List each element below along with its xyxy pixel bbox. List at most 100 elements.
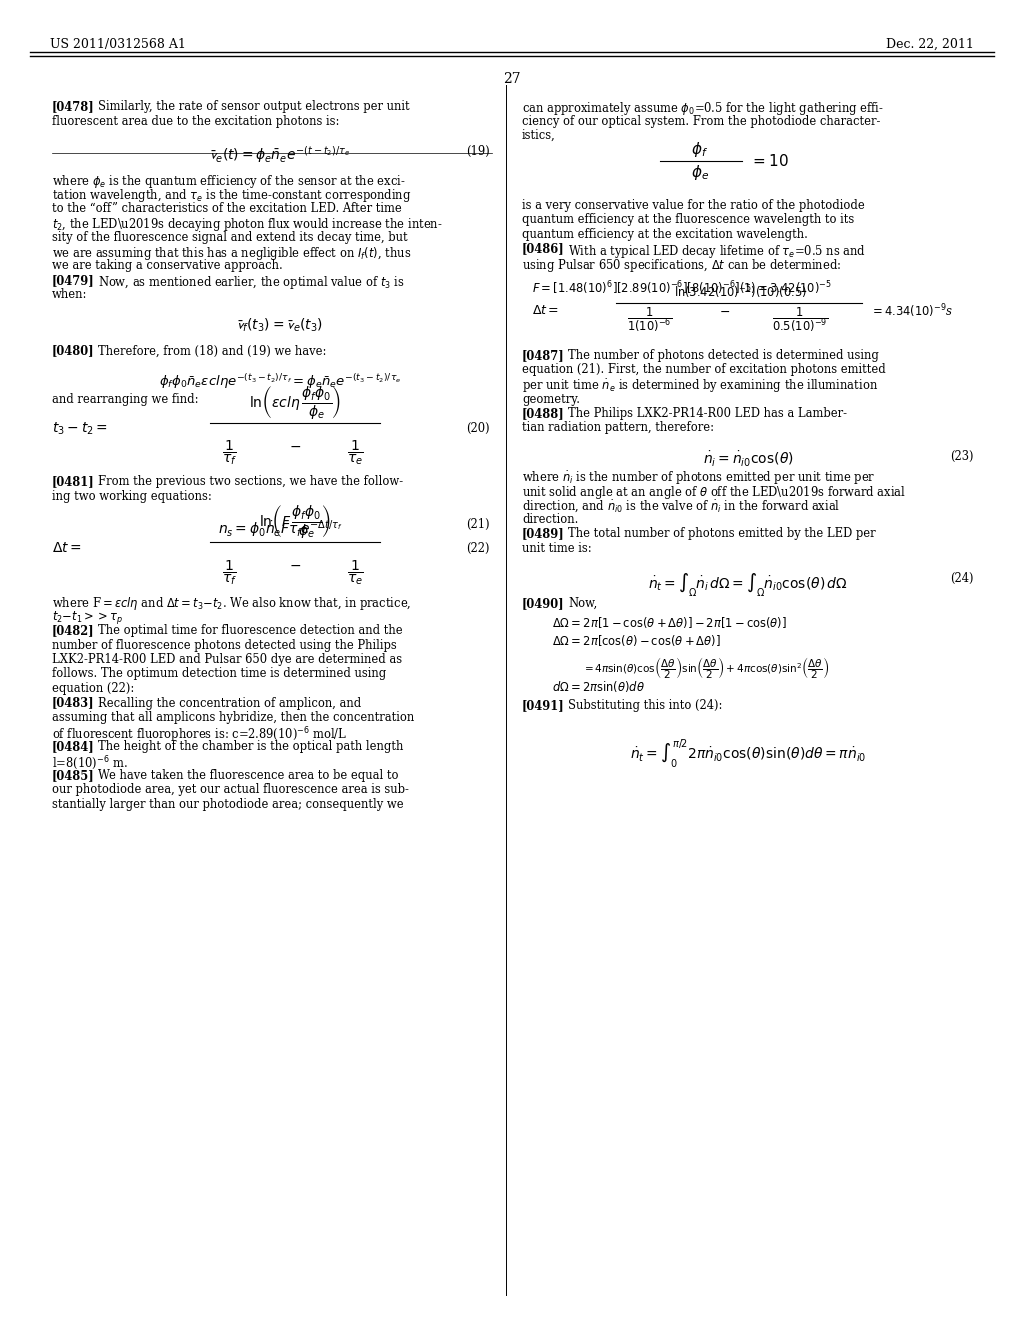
Text: US 2011/0312568 A1: US 2011/0312568 A1 [50,38,186,51]
Text: $-$: $-$ [289,558,301,572]
Text: $F = [1.48(10)^6][2.89(10)^{-6}][8(10)^{-6}](1) = 3.42(10)^{-5}$: $F = [1.48(10)^6][2.89(10)^{-6}][8(10)^{… [532,279,831,297]
Text: equation (21). First, the number of excitation photons emitted: equation (21). First, the number of exci… [522,363,886,376]
Text: where $\phi_e$ is the quantum efficiency of the sensor at the exci-: where $\phi_e$ is the quantum efficiency… [52,173,406,190]
Text: $t_2$$-t_1$$>$$>\tau_p$: $t_2$$-t_1$$>$$>\tau_p$ [52,610,124,627]
Text: [0486]: [0486] [522,243,565,256]
Text: where $\dot{n}_i$ is the number of photons emitted per unit time per: where $\dot{n}_i$ is the number of photo… [522,470,876,487]
Text: $\dfrac{1}{\tau_f}$: $\dfrac{1}{\tau_f}$ [222,438,238,467]
Text: direction, and $\dot{n}_{i0}$ is the valve of $\dot{n}_i$ in the forward axial: direction, and $\dot{n}_{i0}$ is the val… [522,499,841,515]
Text: The total number of photons emitted by the LED per: The total number of photons emitted by t… [568,528,876,540]
Text: $\Delta\Omega = 2\pi[\cos(\theta)-\cos(\theta+\Delta\theta)]$: $\Delta\Omega = 2\pi[\cos(\theta)-\cos(\… [552,634,721,648]
Text: quantum efficiency at the excitation wavelength.: quantum efficiency at the excitation wav… [522,228,808,242]
Text: $n_s = \phi_0\dot{n}_eF\tau_f e^{-\Delta t/\tau_f}$: $n_s = \phi_0\dot{n}_eF\tau_f e^{-\Delta… [218,517,342,540]
Text: where F$=\varepsilon cl\eta$ and $\Delta t$$=t_3$$-t_2$. We also know that, in p: where F$=\varepsilon cl\eta$ and $\Delta… [52,595,412,612]
Text: (20): (20) [466,422,490,436]
Text: [0489]: [0489] [522,528,565,540]
Text: $= 10$: $= 10$ [750,153,790,169]
Text: when:: when: [52,289,87,301]
Text: $\dfrac{1}{\tau_f}$: $\dfrac{1}{\tau_f}$ [222,558,238,587]
Text: of fluorescent fluorophores is: c=2.89(10)$^{-6}$ mol/L: of fluorescent fluorophores is: c=2.89(1… [52,726,347,744]
Text: [0480]: [0480] [52,345,94,358]
Text: (23): (23) [950,450,974,462]
Text: $\bar{\mathcal{v}}_f(t_3) = \bar{\mathcal{v}}_e(t_3)$: $\bar{\mathcal{v}}_f(t_3) = \bar{\mathca… [237,317,324,334]
Text: $\dfrac{1}{\tau_e}$: $\dfrac{1}{\tau_e}$ [347,558,364,587]
Text: $\bar{\mathcal{v}}_e(t) = \phi_e \bar{n}_e e^{-(t-t_2)/\tau_e}$: $\bar{\mathcal{v}}_e(t) = \phi_e \bar{n}… [209,144,350,165]
Text: [0482]: [0482] [52,624,94,638]
Text: Therefore, from (18) and (19) we have:: Therefore, from (18) and (19) we have: [98,345,327,358]
Text: and rearranging we find:: and rearranging we find: [52,392,199,405]
Text: $\dot{n}_t = \int_0^{\pi/2} 2\pi\dot{n}_{i0}\cos(\theta)\sin(\theta)d\theta = \p: $\dot{n}_t = \int_0^{\pi/2} 2\pi\dot{n}_… [630,737,866,770]
Text: [0481]: [0481] [52,475,95,488]
Text: $\ln\!\left(\varepsilon cl\eta\,\dfrac{\phi_f\phi_0}{\phi_e}\right)$: $\ln\!\left(\varepsilon cl\eta\,\dfrac{\… [249,384,341,421]
Text: $-$: $-$ [289,438,301,453]
Text: $\dot{n}_t = \int_\Omega \dot{n}_i\,d\Omega = \int_\Omega \dot{n}_{i0}\cos(\thet: $\dot{n}_t = \int_\Omega \dot{n}_i\,d\Om… [648,572,848,599]
Text: $-$: $-$ [720,305,730,318]
Text: using Pulsar 650 specifications, $\Delta t$ can be determined:: using Pulsar 650 specifications, $\Delta… [522,257,842,275]
Text: sity of the fluorescence signal and extend its decay time, but: sity of the fluorescence signal and exte… [52,231,408,243]
Text: $\Delta t =$: $\Delta t =$ [532,305,559,318]
Text: The number of photons detected is determined using: The number of photons detected is determ… [568,348,879,362]
Text: assuming that all amplicons hybridize, then the concentration: assuming that all amplicons hybridize, t… [52,711,415,723]
Text: ing two working equations:: ing two working equations: [52,490,212,503]
Text: Similarly, the rate of sensor output electrons per unit: Similarly, the rate of sensor output ele… [98,100,410,114]
Text: $= 4.34(10)^{-9}$s: $= 4.34(10)^{-9}$s [870,302,953,319]
Text: $\Delta\Omega = 2\pi[1-\cos(\theta+\Delta\theta)]-2\pi[1-\cos(\theta)]$: $\Delta\Omega = 2\pi[1-\cos(\theta+\Delt… [552,615,787,630]
Text: [0479]: [0479] [52,275,95,286]
Text: direction.: direction. [522,513,579,525]
Text: equation (22):: equation (22): [52,682,134,696]
Text: can approximately assume $\phi_0$=0.5 for the light gathering effi-: can approximately assume $\phi_0$=0.5 fo… [522,100,884,117]
Text: Now, as mentioned earlier, the optimal value of $t_3$ is: Now, as mentioned earlier, the optimal v… [98,275,404,290]
Text: LXK2-PR14-R00 LED and Pulsar 650 dye are determined as: LXK2-PR14-R00 LED and Pulsar 650 dye are… [52,653,402,667]
Text: (22): (22) [467,541,490,554]
Text: [0487]: [0487] [522,348,565,362]
Text: We have taken the fluorescence area to be equal to: We have taken the fluorescence area to b… [98,770,398,781]
Text: $d\Omega = 2\pi\sin(\theta)d\theta$: $d\Omega = 2\pi\sin(\theta)d\theta$ [552,678,645,694]
Text: $\phi_f\phi_0\bar{n}_e\varepsilon cl\eta e^{-(t_3-t_2)/\tau_f} = \phi_e\bar{n}_e: $\phi_f\phi_0\bar{n}_e\varepsilon cl\eta… [159,372,401,392]
Text: [0491]: [0491] [522,700,565,711]
Text: Substituting this into (24):: Substituting this into (24): [568,700,722,711]
Text: istics,: istics, [522,129,556,143]
Text: Dec. 22, 2011: Dec. 22, 2011 [886,38,974,51]
Text: is a very conservative value for the ratio of the photodiode: is a very conservative value for the rat… [522,199,864,213]
Text: (21): (21) [466,517,490,531]
Text: our photodiode area, yet our actual fluorescence area is sub-: our photodiode area, yet our actual fluo… [52,784,409,796]
Text: to the “off” characteristics of the excitation LED. After time: to the “off” characteristics of the exci… [52,202,401,214]
Text: [0478]: [0478] [52,100,95,114]
Text: $\phi_f$: $\phi_f$ [691,140,709,158]
Text: $\dfrac{1}{0.5(10)^{-9}}$: $\dfrac{1}{0.5(10)^{-9}}$ [772,305,828,334]
Text: Now,: Now, [568,597,597,610]
Text: $\phi_e$: $\phi_e$ [691,162,709,182]
Text: $\dot{n}_i = \dot{n}_{i0}\cos(\theta)$: $\dot{n}_i = \dot{n}_{i0}\cos(\theta)$ [702,450,794,469]
Text: The Philips LXK2-PR14-R00 LED has a Lamber-: The Philips LXK2-PR14-R00 LED has a Lamb… [568,407,847,420]
Text: (19): (19) [466,144,490,157]
Text: tian radiation pattern, therefore:: tian radiation pattern, therefore: [522,421,714,434]
Text: stantially larger than our photodiode area; consequently we: stantially larger than our photodiode ar… [52,799,403,810]
Text: $\Delta t =$: $\Delta t =$ [52,541,82,554]
Text: unit time is:: unit time is: [522,543,592,554]
Text: ciency of our optical system. From the photodiode character-: ciency of our optical system. From the p… [522,115,881,128]
Text: unit solid angle at an angle of $\theta$ off the LED\u2019s forward axial: unit solid angle at an angle of $\theta$… [522,484,906,502]
Text: The height of the chamber is the optical path length: The height of the chamber is the optical… [98,741,403,752]
Text: l=8(10)$^{-6}$ m.: l=8(10)$^{-6}$ m. [52,755,128,772]
Text: From the previous two sections, we have the follow-: From the previous two sections, we have … [98,475,403,488]
Text: geometry.: geometry. [522,392,580,405]
Text: we are assuming that this has a negligible effect on $I_f(t)$, thus: we are assuming that this has a negligib… [52,246,412,261]
Text: The optimal time for fluorescence detection and the: The optimal time for fluorescence detect… [98,624,402,638]
Text: $t_2$, the LED\u2019s decaying photon flux would increase the inten-: $t_2$, the LED\u2019s decaying photon fl… [52,216,442,234]
Text: [0485]: [0485] [52,770,95,781]
Text: 27: 27 [503,73,521,86]
Text: follows. The optimum detection time is determined using: follows. The optimum detection time is d… [52,668,386,681]
Text: [0483]: [0483] [52,697,94,710]
Text: $\dfrac{1}{1(10)^{-6}}$: $\dfrac{1}{1(10)^{-6}}$ [628,305,673,334]
Text: tation wavelength, and $\tau_e$ is the time-constant corresponding: tation wavelength, and $\tau_e$ is the t… [52,187,412,205]
Text: (24): (24) [950,572,974,585]
Text: $\dfrac{1}{\tau_e}$: $\dfrac{1}{\tau_e}$ [347,438,364,467]
Text: [0490]: [0490] [522,597,564,610]
Text: $\ln(3.42(10)^{-5})(10)(0.5)$: $\ln(3.42(10)^{-5})(10)(0.5)$ [674,284,807,301]
Text: we are taking a conservative approach.: we are taking a conservative approach. [52,260,283,272]
Text: $t_3 - t_2 =$: $t_3 - t_2 =$ [52,420,108,437]
Text: [0484]: [0484] [52,741,95,752]
Text: per unit time $\dot{n}_e$ is determined by examining the illumination: per unit time $\dot{n}_e$ is determined … [522,378,878,396]
Text: $= 4\pi\sin(\theta)\cos\!\left(\dfrac{\Delta\theta}{2}\right)\sin\!\left(\dfrac{: $= 4\pi\sin(\theta)\cos\!\left(\dfrac{\D… [582,655,829,681]
Text: fluorescent area due to the excitation photons is:: fluorescent area due to the excitation p… [52,115,339,128]
